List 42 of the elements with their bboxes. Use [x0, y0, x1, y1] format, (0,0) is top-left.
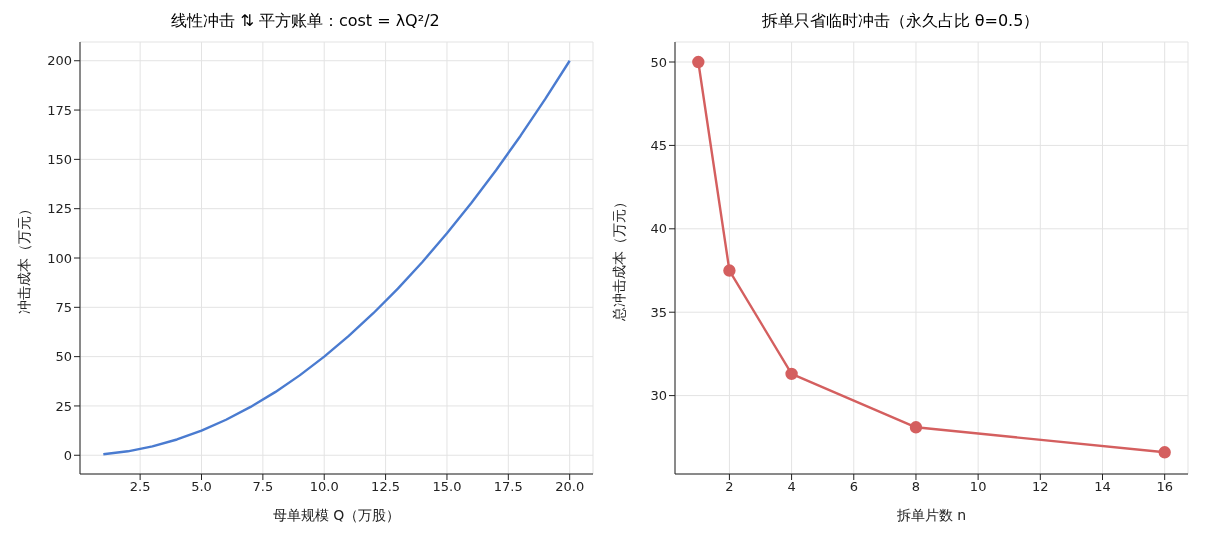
y-axis-title: 总冲击成本（万元） — [610, 195, 627, 322]
y-tick-label: 25 — [55, 398, 72, 414]
x-tick-label: 20.0 — [555, 479, 585, 495]
x-tick-label: 17.5 — [493, 479, 523, 495]
point — [692, 55, 705, 69]
y-tick-label: 35 — [650, 304, 667, 320]
x-tick-label: 16 — [1156, 479, 1173, 495]
x-tick-label: 12 — [1032, 479, 1049, 495]
chart-title: 拆单只省临时冲击（永久占比 θ=0.5） — [760, 10, 1041, 32]
chart-title: 线性冲击 ⇅ 平方账单：cost = λQ²/2 — [170, 10, 441, 32]
x-tick-label: 7.5 — [252, 479, 274, 495]
point — [785, 367, 798, 381]
x-tick-label: 8 — [911, 479, 921, 495]
x-axis-title: 母单规模 Q（万股） — [272, 507, 401, 523]
x-tick-label: 6 — [849, 479, 858, 495]
y-tick-label: 0 — [63, 447, 72, 463]
line-series — [102, 59, 571, 456]
y-tick-label: 150 — [47, 151, 72, 167]
x-tick-label: 10 — [969, 479, 987, 495]
x-tick-label: 12.5 — [371, 479, 401, 495]
x-tick-label: 4 — [787, 479, 796, 495]
x-tick-label: 14 — [1094, 479, 1111, 495]
y-tick-label: 50 — [650, 54, 667, 70]
y-axis-title: 冲击成本（万元） — [15, 202, 32, 314]
y-tick-label: 100 — [47, 250, 72, 266]
y-tick-label: 45 — [650, 138, 667, 154]
x-tick-label: 5.0 — [191, 479, 212, 495]
y-tick-label: 200 — [47, 53, 72, 69]
x-tick-label: 2 — [725, 479, 734, 495]
x-tick-label: 15.0 — [432, 479, 462, 495]
point — [909, 421, 923, 434]
x-tick-label: 2.5 — [129, 479, 151, 495]
x-axis-title: 拆单片数 n — [895, 507, 967, 523]
y-tick-label: 50 — [55, 349, 72, 365]
y-tick-label: 75 — [55, 299, 72, 315]
y-tick-label: 40 — [650, 221, 667, 237]
point — [723, 264, 736, 277]
y-tick-label: 125 — [47, 201, 72, 217]
y-tick-label: 175 — [47, 102, 72, 118]
point — [1158, 446, 1171, 459]
y-tick-label: 30 — [650, 388, 667, 404]
x-tick-label: 10.0 — [309, 479, 339, 495]
